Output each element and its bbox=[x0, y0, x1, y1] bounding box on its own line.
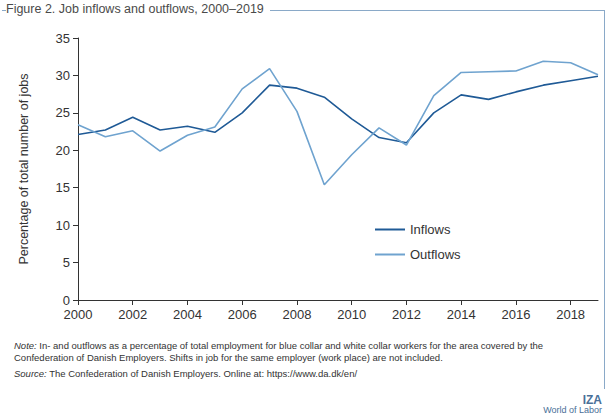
svg-text:2008: 2008 bbox=[282, 307, 311, 322]
svg-text:Inflows: Inflows bbox=[410, 222, 451, 237]
svg-text:2004: 2004 bbox=[173, 307, 202, 322]
html-text:IZA: IZA bbox=[582, 393, 602, 407]
svg-text:2000: 2000 bbox=[64, 307, 93, 322]
svg-text:10: 10 bbox=[56, 218, 70, 233]
svg-text:30: 30 bbox=[56, 68, 70, 83]
html-text:World of Labor: World of Labor bbox=[543, 405, 602, 415]
svg-text:0: 0 bbox=[63, 293, 70, 308]
svg-text:2016: 2016 bbox=[501, 307, 530, 322]
html-text:Source: The Confederation of D: Source: The Confederation of Danish Empl… bbox=[14, 368, 358, 379]
svg-text:2018: 2018 bbox=[556, 307, 585, 322]
svg-text:25: 25 bbox=[56, 105, 70, 120]
svg-text:15: 15 bbox=[56, 180, 70, 195]
svg-text:2010: 2010 bbox=[337, 307, 366, 322]
svg-text:2002: 2002 bbox=[118, 307, 147, 322]
svg-text:2006: 2006 bbox=[228, 307, 257, 322]
svg-text:2014: 2014 bbox=[447, 307, 476, 322]
svg-text:Outflows: Outflows bbox=[410, 247, 461, 262]
svg-text:Percentage of total number of: Percentage of total number of jobs bbox=[17, 73, 31, 264]
html-text:Note: In- and outflows as a pe: Note: In- and outflows as a percentage o… bbox=[14, 340, 544, 363]
html-text:Figure 2. Job inflows and outf: Figure 2. Job inflows and outflows, 2000… bbox=[6, 2, 264, 16]
svg-text:20: 20 bbox=[56, 143, 70, 158]
svg-text:35: 35 bbox=[56, 31, 70, 46]
svg-text:2012: 2012 bbox=[392, 307, 421, 322]
svg-text:5: 5 bbox=[63, 255, 70, 270]
